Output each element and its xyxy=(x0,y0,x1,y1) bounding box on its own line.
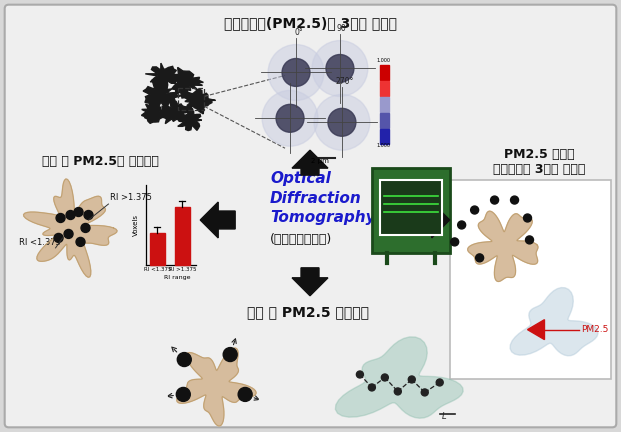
Circle shape xyxy=(408,376,415,383)
Bar xyxy=(380,66,389,80)
Text: 대식세포의 3차원 시각화: 대식세포의 3차원 시각화 xyxy=(493,163,586,176)
Text: L: L xyxy=(442,413,446,421)
Circle shape xyxy=(476,254,484,262)
Text: 세포 내 PM2.5의 정량분석: 세포 내 PM2.5의 정량분석 xyxy=(42,155,159,168)
Bar xyxy=(380,82,389,96)
Text: RI >1.375: RI >1.375 xyxy=(111,193,152,202)
Circle shape xyxy=(66,210,75,219)
Circle shape xyxy=(282,58,310,86)
Circle shape xyxy=(314,95,370,150)
Polygon shape xyxy=(183,89,215,114)
Polygon shape xyxy=(145,63,176,87)
Circle shape xyxy=(84,210,93,219)
Text: RI <1.375: RI <1.375 xyxy=(19,238,60,247)
Circle shape xyxy=(312,41,368,96)
Circle shape xyxy=(268,44,324,100)
Circle shape xyxy=(436,379,443,386)
Text: (광회절단층촬영): (광회절단층촬영) xyxy=(270,233,332,246)
Bar xyxy=(372,168,450,253)
FancyArrow shape xyxy=(292,150,328,175)
Text: Voxels: Voxels xyxy=(134,214,139,236)
Text: 2 μm: 2 μm xyxy=(311,158,329,164)
FancyArrow shape xyxy=(200,202,235,238)
Circle shape xyxy=(471,206,479,214)
Circle shape xyxy=(81,223,90,232)
Text: PM2.5 처리한: PM2.5 처리한 xyxy=(504,148,575,161)
Circle shape xyxy=(381,374,388,381)
Polygon shape xyxy=(142,102,164,123)
Circle shape xyxy=(74,207,83,216)
Text: RI range: RI range xyxy=(164,275,191,280)
Circle shape xyxy=(54,233,63,242)
Polygon shape xyxy=(24,179,117,277)
Circle shape xyxy=(176,388,190,401)
Polygon shape xyxy=(177,348,256,426)
Polygon shape xyxy=(527,320,545,340)
Text: PM2.5: PM2.5 xyxy=(581,325,609,334)
Circle shape xyxy=(368,384,375,391)
Circle shape xyxy=(458,221,466,229)
Circle shape xyxy=(223,348,237,362)
Text: Tomography: Tomography xyxy=(270,210,376,226)
Polygon shape xyxy=(158,100,193,124)
Circle shape xyxy=(56,213,65,222)
Text: Optical: Optical xyxy=(270,171,331,186)
Text: 초미세먼지(PM2.5)의 3차원 시각화: 초미세먼지(PM2.5)의 3차원 시각화 xyxy=(225,17,397,31)
Bar xyxy=(380,97,389,112)
Circle shape xyxy=(524,214,532,222)
Circle shape xyxy=(238,388,252,401)
Circle shape xyxy=(76,238,85,246)
Polygon shape xyxy=(178,111,202,130)
FancyArrow shape xyxy=(415,202,450,238)
Bar xyxy=(150,233,165,265)
Circle shape xyxy=(510,196,519,204)
Bar xyxy=(380,180,442,235)
Polygon shape xyxy=(166,67,204,98)
Bar xyxy=(380,113,389,128)
Text: RI >1.375: RI >1.375 xyxy=(168,267,196,272)
Text: 270°: 270° xyxy=(336,77,354,86)
Circle shape xyxy=(356,371,363,378)
Circle shape xyxy=(525,236,533,244)
Bar xyxy=(380,129,389,144)
Text: 1.000: 1.000 xyxy=(377,58,391,64)
Bar xyxy=(450,180,611,379)
Text: 1.000: 1.000 xyxy=(377,143,391,148)
Circle shape xyxy=(178,353,191,366)
Circle shape xyxy=(491,196,499,204)
Circle shape xyxy=(421,389,428,396)
Text: 0°: 0° xyxy=(294,28,304,37)
Text: RI <1.375: RI <1.375 xyxy=(143,267,171,272)
Circle shape xyxy=(451,238,459,246)
Text: Diffraction: Diffraction xyxy=(270,191,362,206)
Polygon shape xyxy=(335,337,463,418)
Circle shape xyxy=(328,108,356,136)
FancyArrow shape xyxy=(292,268,328,296)
Polygon shape xyxy=(510,288,598,356)
FancyBboxPatch shape xyxy=(5,5,616,427)
Circle shape xyxy=(276,105,304,132)
Circle shape xyxy=(394,388,401,395)
Circle shape xyxy=(64,229,73,238)
Circle shape xyxy=(326,54,354,83)
Bar xyxy=(175,207,190,265)
Bar xyxy=(178,89,204,110)
Polygon shape xyxy=(143,78,183,110)
Text: 세포 내 PM2.5 거동분석: 세포 내 PM2.5 거동분석 xyxy=(247,305,369,319)
Circle shape xyxy=(262,90,318,146)
Polygon shape xyxy=(468,211,538,282)
Text: 90°: 90° xyxy=(336,24,350,32)
